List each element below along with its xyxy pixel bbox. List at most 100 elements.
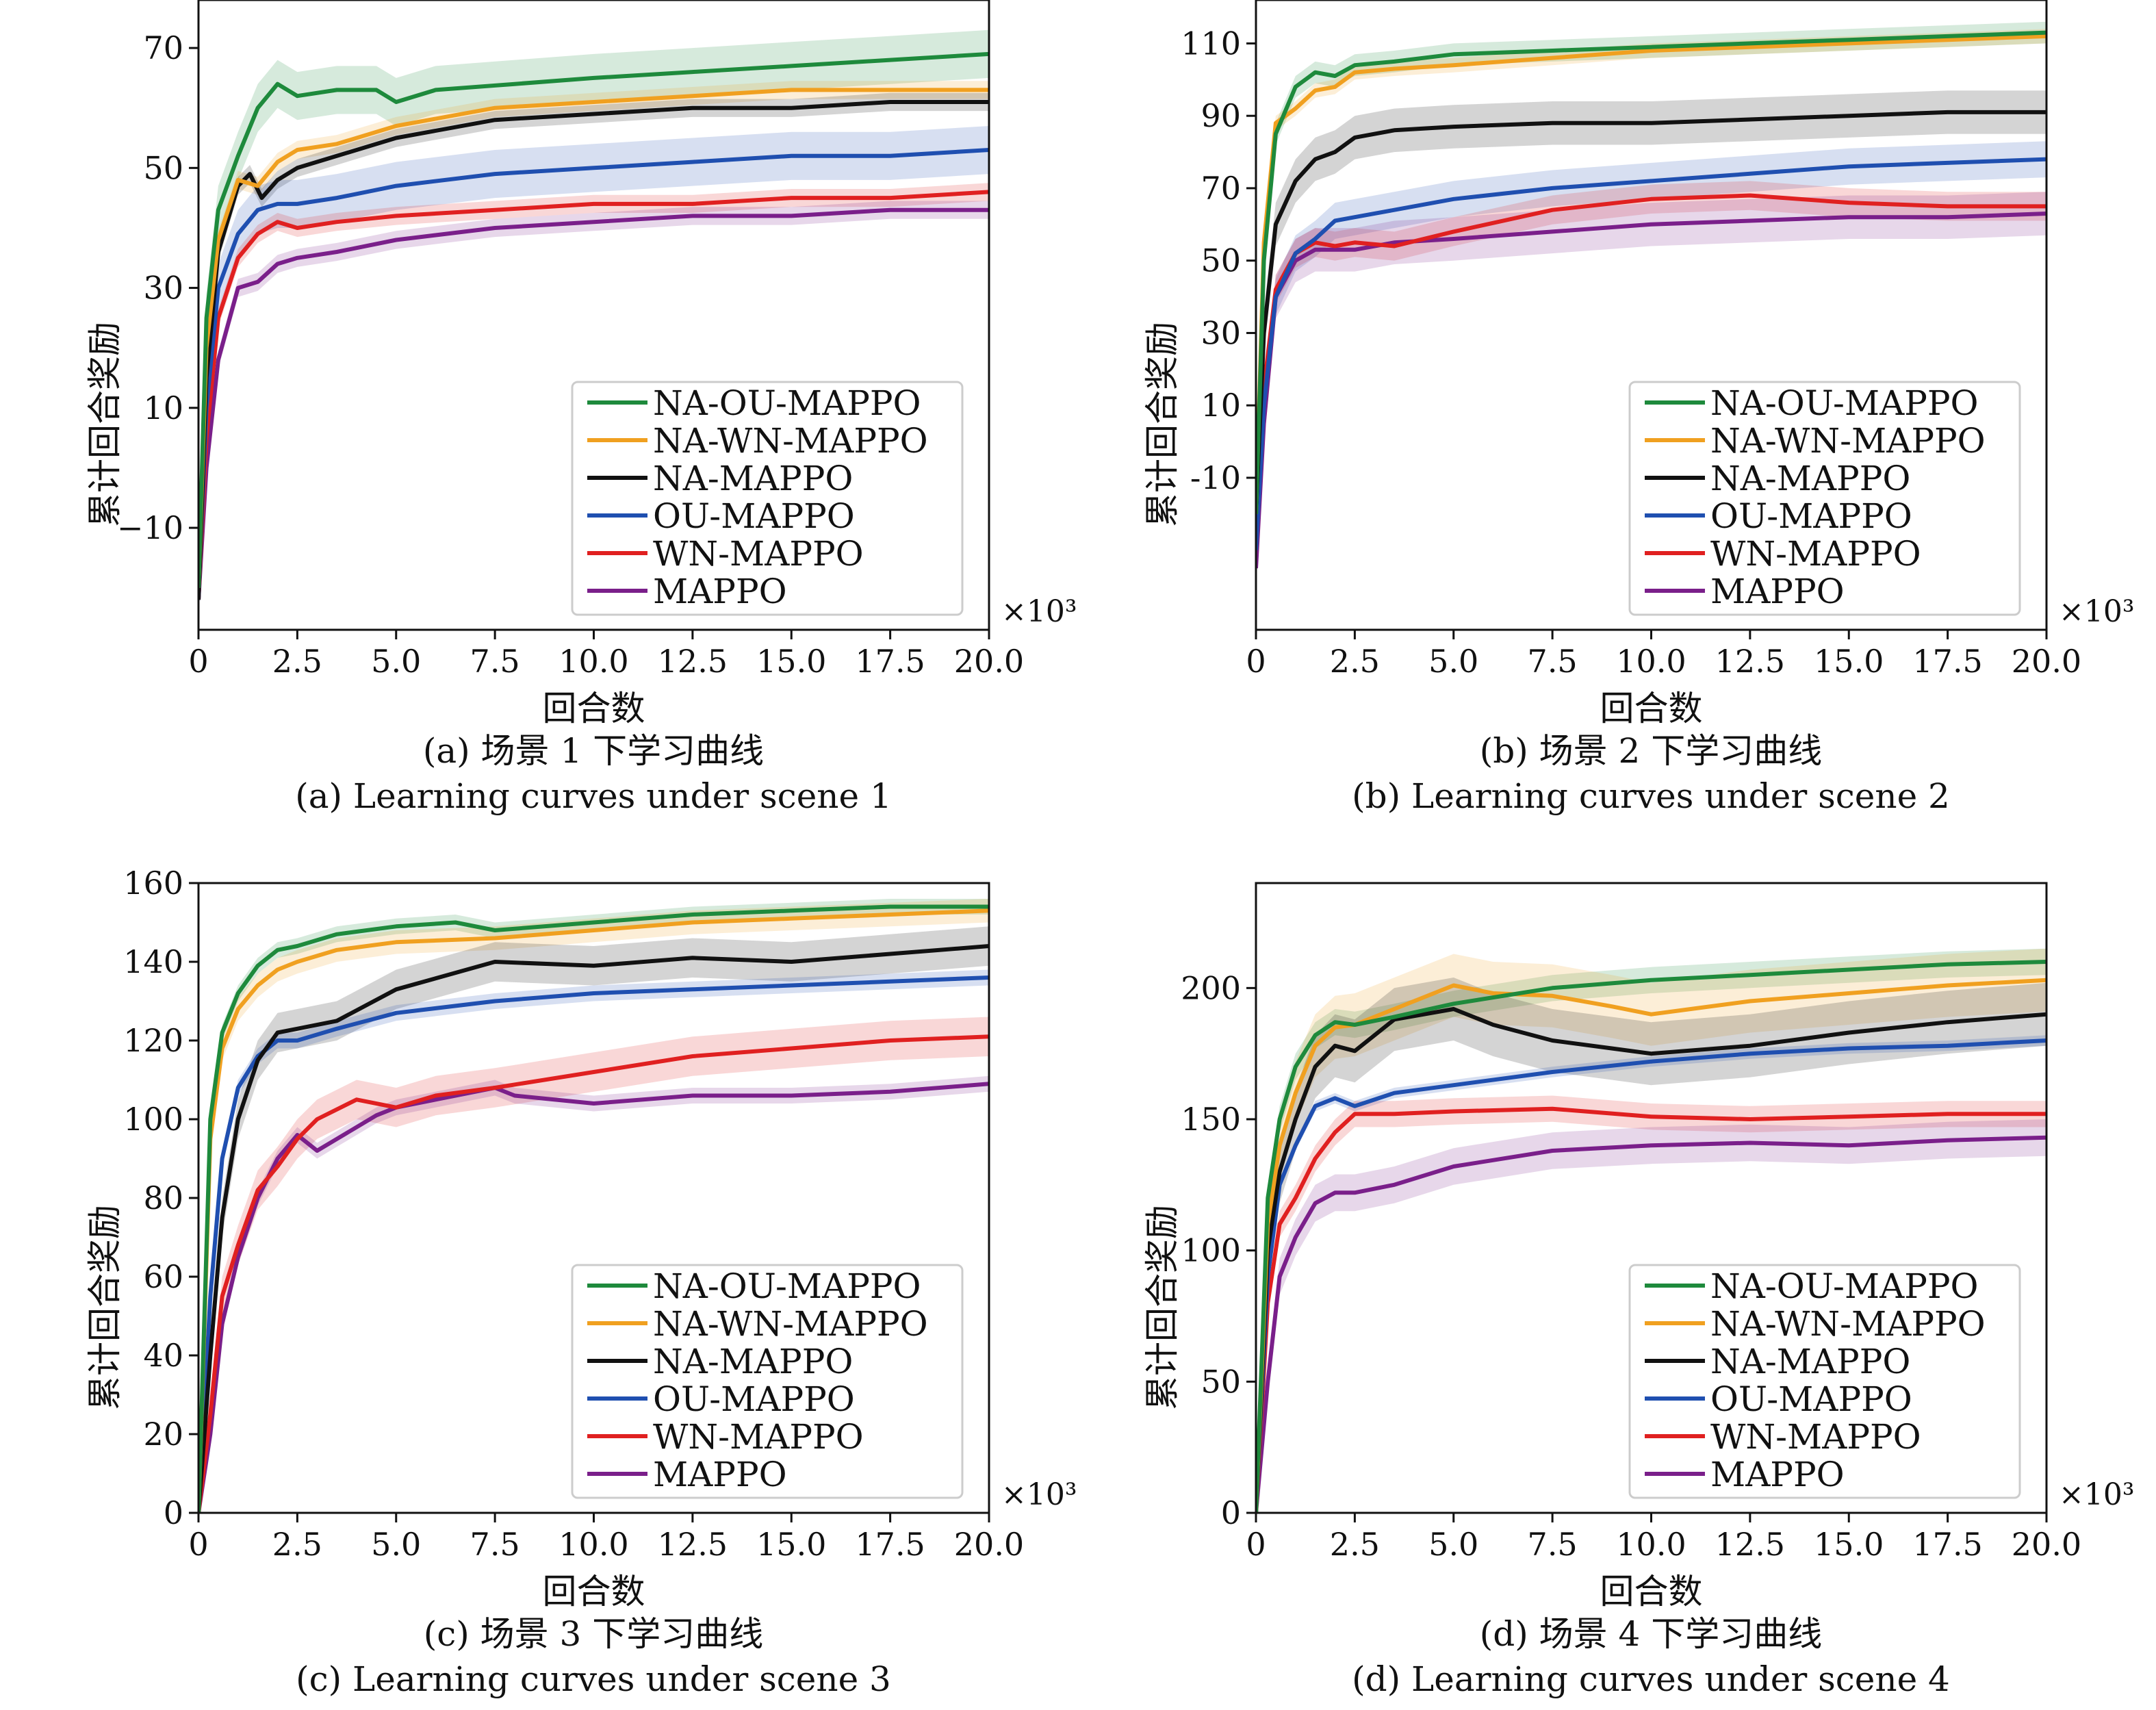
- x-multiplier-label: ×10³: [1001, 594, 1077, 629]
- y-tick-label: 160: [123, 865, 183, 902]
- legend-label-wn-mappo: WN-MAPPO: [653, 1417, 864, 1457]
- legend-label-na-mappo: NA-MAPPO: [653, 459, 853, 498]
- x-tick-label: 20.0: [2012, 643, 2081, 680]
- y-tick-label: 60: [143, 1258, 183, 1295]
- caption-en-c: (c) Learning curves under scene 3: [296, 1659, 891, 1699]
- x-axis-label: 回合数: [1600, 689, 1703, 728]
- y-tick-label: 100: [123, 1101, 183, 1138]
- x-tick-label: 0: [1246, 643, 1266, 680]
- series-line-wn-mappo: [1256, 1106, 2046, 1513]
- x-tick-label: 10.0: [1616, 643, 1686, 680]
- y-tick-label: 0: [1221, 1494, 1241, 1531]
- y-axis-label: 累计回合奖励: [1142, 1205, 1182, 1410]
- x-multiplier-label: ×10³: [2059, 594, 2135, 629]
- y-tick-label: 50: [1201, 242, 1241, 279]
- y-tick-label: −10: [117, 509, 183, 546]
- x-tick-label: 5.0: [1428, 643, 1478, 680]
- series-line-na-mappo: [198, 944, 989, 1513]
- x-tick-label: 7.5: [470, 1526, 520, 1563]
- x-tick-label: 10.0: [559, 643, 628, 680]
- series-line-na-mappo: [198, 100, 989, 600]
- legend-label-ou-mappo: OU-MAPPO: [653, 496, 855, 536]
- series-band-na-wn-mappo: [1256, 948, 2046, 1513]
- y-axis-label: 累计回合奖励: [85, 322, 125, 527]
- y-tick-label: 120: [123, 1022, 183, 1059]
- y-tick-label: 10: [1201, 387, 1241, 424]
- y-axis-label: 累计回合奖励: [1142, 322, 1182, 527]
- plot-area-b: 0 2.5 5.0 7.5 10.0 12.5 15.0 17.5 20.0 110 90 70 50 3…: [1142, 0, 2135, 728]
- series-line-mappo: [198, 1082, 989, 1513]
- series-line-ou-mappo: [1256, 157, 2046, 550]
- caption-en-d: (d) Learning curves under scene 4: [1352, 1659, 1950, 1699]
- legend-label-na-ou-mappo: NA-OU-MAPPO: [653, 1266, 921, 1306]
- series-line-mappo: [1256, 1135, 2046, 1513]
- series-line-ou-mappo: [198, 975, 989, 1513]
- legend-label-na-wn-mappo: NA-WN-MAPPO: [1710, 421, 1986, 461]
- series-band-na-wn-mappo: [198, 899, 989, 1513]
- plot-area-a: 0 2.5 5.0 7.5 10.0 12.5 15.0 17.5 20.0 70 50 30 10 −1…: [85, 0, 1077, 728]
- y-tick-label: 100: [1181, 1232, 1241, 1269]
- x-axis-label: 回合数: [543, 1572, 645, 1611]
- x-multiplier-label: ×10³: [2059, 1477, 2135, 1512]
- panel-a: 0 2.5 5.0 7.5 10.0 12.5 15.0 17.5 20.0 70 50 30 10 −1…: [85, 0, 1077, 816]
- series-band-mappo: [1256, 192, 2046, 590]
- series-line-na-ou-mappo: [198, 51, 989, 588]
- y-tick-label: 70: [143, 29, 183, 66]
- x-tick-label: 12.5: [658, 643, 728, 680]
- legend-label-na-mappo: NA-MAPPO: [1710, 459, 1910, 498]
- legend-label-na-ou-mappo: NA-OU-MAPPO: [1710, 383, 1978, 423]
- x-tick-label: 2.5: [1330, 643, 1380, 680]
- x-multiplier-label: ×10³: [1001, 1477, 1077, 1512]
- x-tick-label: 20.0: [954, 643, 1024, 680]
- x-tick-label: 5.0: [371, 643, 421, 680]
- x-tick-label: 17.5: [1912, 643, 1982, 680]
- panel-d: 0 2.5 5.0 7.5 10.0 12.5 15.0 17.5 20.0 200 150 100 5…: [1142, 882, 2135, 1699]
- series-group: [1256, 21, 2046, 590]
- x-tick-label: 10.0: [1616, 1526, 1686, 1563]
- series-band-na-mappo: [1256, 978, 2046, 1513]
- caption-cn-c: (c) 场景 3 下学习曲线: [424, 1614, 764, 1654]
- series-line-na-ou-mappo: [1256, 30, 2046, 514]
- y-axis-label: 累计回合奖励: [85, 1205, 125, 1410]
- x-axis-label: 回合数: [1600, 1572, 1703, 1611]
- caption-en-b: (b) Learning curves under scene 2: [1352, 776, 1950, 816]
- y-tick-label: 50: [143, 149, 183, 186]
- y-tick-label: 90: [1201, 97, 1241, 134]
- x-tick-label: 17.5: [1912, 1526, 1982, 1563]
- series-band-ou-mappo: [198, 126, 989, 624]
- x-tick-label: 0: [1246, 1526, 1266, 1563]
- x-tick-label: 15.0: [1814, 1526, 1884, 1563]
- series-line-wn-mappo: [198, 1034, 989, 1513]
- series-band-wn-mappo: [1256, 1095, 2046, 1513]
- y-tick-label: 200: [1181, 969, 1241, 1006]
- series-line-mappo: [198, 207, 989, 600]
- panel-b: 0 2.5 5.0 7.5 10.0 12.5 15.0 17.5 20.0 110 90 70 50 3…: [1142, 0, 2135, 816]
- caption-cn-b: (b) 场景 2 下学习曲线: [1480, 731, 1823, 771]
- y-tick-label: 10: [143, 390, 183, 426]
- x-tick-label: 7.5: [470, 643, 520, 680]
- series-line-na-mappo: [1256, 110, 2046, 514]
- legend-label-mappo: MAPPO: [1710, 572, 1845, 611]
- y-tick-label: 140: [123, 943, 183, 980]
- y-tick-label: 70: [1201, 170, 1241, 207]
- legend: NA-OU-MAPPONA-WN-MAPPONA-MAPPOOU-MAPPOWN…: [571, 381, 964, 616]
- x-tick-label: 5.0: [1428, 1526, 1478, 1563]
- legend-label-wn-mappo: WN-MAPPO: [1710, 1417, 1921, 1457]
- series-line-ou-mappo: [198, 148, 989, 600]
- series-line-na-ou-mappo: [198, 904, 989, 1513]
- x-axis-label: 回合数: [543, 689, 645, 728]
- caption-cn-d: (d) 场景 4 下学习曲线: [1480, 1614, 1823, 1654]
- legend-label-wn-mappo: WN-MAPPO: [1710, 534, 1921, 574]
- y-tick-label: 150: [1181, 1101, 1241, 1138]
- legend-label-wn-mappo: WN-MAPPO: [653, 534, 864, 574]
- x-tick-label: 20.0: [2012, 1526, 2081, 1563]
- legend: NA-OU-MAPPONA-WN-MAPPONA-MAPPOOU-MAPPOWN…: [1628, 381, 2021, 616]
- legend-label-na-ou-mappo: NA-OU-MAPPO: [1710, 1266, 1978, 1306]
- x-tick-label: 2.5: [1330, 1526, 1380, 1563]
- x-tick-label: 15.0: [756, 643, 826, 680]
- y-tick-label: 30: [1201, 314, 1241, 351]
- x-tick-label: 2.5: [272, 1526, 322, 1563]
- x-tick-label: 0: [188, 1526, 208, 1563]
- x-tick-label: 12.5: [658, 1526, 728, 1563]
- legend-label-na-wn-mappo: NA-WN-MAPPO: [1710, 1304, 1986, 1344]
